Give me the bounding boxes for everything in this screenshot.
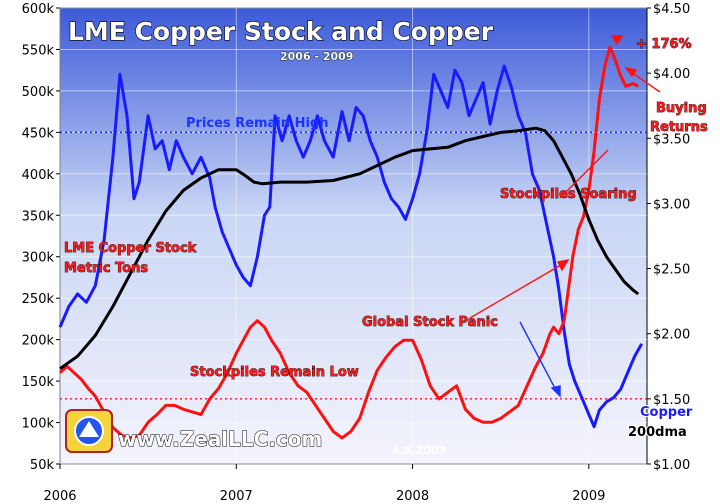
brand-logo — [65, 409, 113, 453]
series-line-200dma — [59, 126, 640, 370]
logo-mark — [79, 421, 99, 437]
brand-text: www.ZealLLC.com — [118, 427, 322, 451]
arrow-panic-up-head — [556, 259, 570, 272]
annotation-returns: Returns — [650, 120, 708, 135]
gridlines — [59, 7, 647, 465]
legend-copper-label: Copper — [640, 405, 693, 420]
left-tick-label-1: 100k — [22, 417, 55, 432]
right-tick-label-7: $4.50 — [653, 2, 690, 17]
right-tick-label-1: $1.50 — [653, 393, 690, 408]
left-tick-label-11: 600k — [22, 2, 55, 17]
annotation-stockpiles-low: Stockpiles Remain Low — [190, 365, 359, 380]
arrow-panic-down-head — [550, 385, 561, 398]
arrow-soaring — [559, 149, 609, 199]
left-tick-label-5: 300k — [22, 251, 55, 266]
x-axis-ticks: 2006 2007 2008 2009 — [43, 464, 605, 504]
annotation-lme-stock: LME Copper Stock — [64, 241, 197, 256]
annotation-prices-high: Prices Remain High — [186, 116, 328, 131]
x-tick-label-0: 2006 — [43, 489, 76, 504]
right-tick-label-0: $1.00 — [653, 458, 690, 473]
annotation-stockpiles-soaring: Stockpiles Soaring — [500, 187, 637, 202]
chart-subtitle: 2006 - 2009 — [280, 50, 353, 63]
arrows — [469, 35, 661, 398]
left-tick-label-2: 150k — [22, 375, 55, 390]
right-tick-label-2: $2.00 — [653, 328, 690, 343]
right-tick-label-5: $3.50 — [653, 132, 690, 147]
arrow-buying-head — [624, 66, 638, 78]
annotation-gain: + 176% — [636, 37, 692, 52]
annotation-metric-tons: Metric Tons — [64, 261, 148, 276]
left-tick-label-7: 400k — [22, 168, 55, 183]
left-tick-label-9: 500k — [22, 85, 55, 100]
arrow-panic-down — [519, 321, 559, 395]
right-tick-label-6: $4.00 — [653, 67, 690, 82]
right-axis-ticks: $1.00 $1.50 $2.00 $2.50 $3.00 $3.50 $4.00 $4.50 — [647, 2, 690, 473]
arrow-panic-up — [469, 261, 567, 319]
annotation-global-panic: Global Stock Panic — [362, 315, 498, 330]
left-tick-label-8: 450k — [22, 126, 55, 141]
series-line-copper — [58, 45, 639, 440]
left-tick-label-10: 550k — [22, 43, 55, 58]
arrow-gain-head — [610, 35, 624, 46]
right-tick-label-4: $3.00 — [653, 197, 690, 212]
date-note: 4.8.2009 — [392, 444, 446, 457]
x-tick-label-2: 2008 — [396, 489, 429, 504]
chart-title: LME Copper Stock and Copper — [68, 17, 494, 46]
left-tick-label-6: 350k — [22, 209, 55, 224]
left-axis-ticks: 50k 100k 150k 200k 250k 300k 350k 400k 450k 500k 5… — [22, 2, 60, 473]
x-tick-label-1: 2007 — [220, 489, 253, 504]
x-tick-label-3: 2009 — [572, 489, 605, 504]
left-tick-label-3: 200k — [22, 334, 55, 349]
legend-dma-label: 200dma — [628, 425, 687, 440]
left-tick-label-4: 250k — [22, 292, 55, 307]
annotation-buying: Buying — [656, 101, 707, 116]
right-tick-label-3: $2.50 — [653, 263, 690, 278]
left-tick-label-0: 50k — [30, 458, 55, 473]
